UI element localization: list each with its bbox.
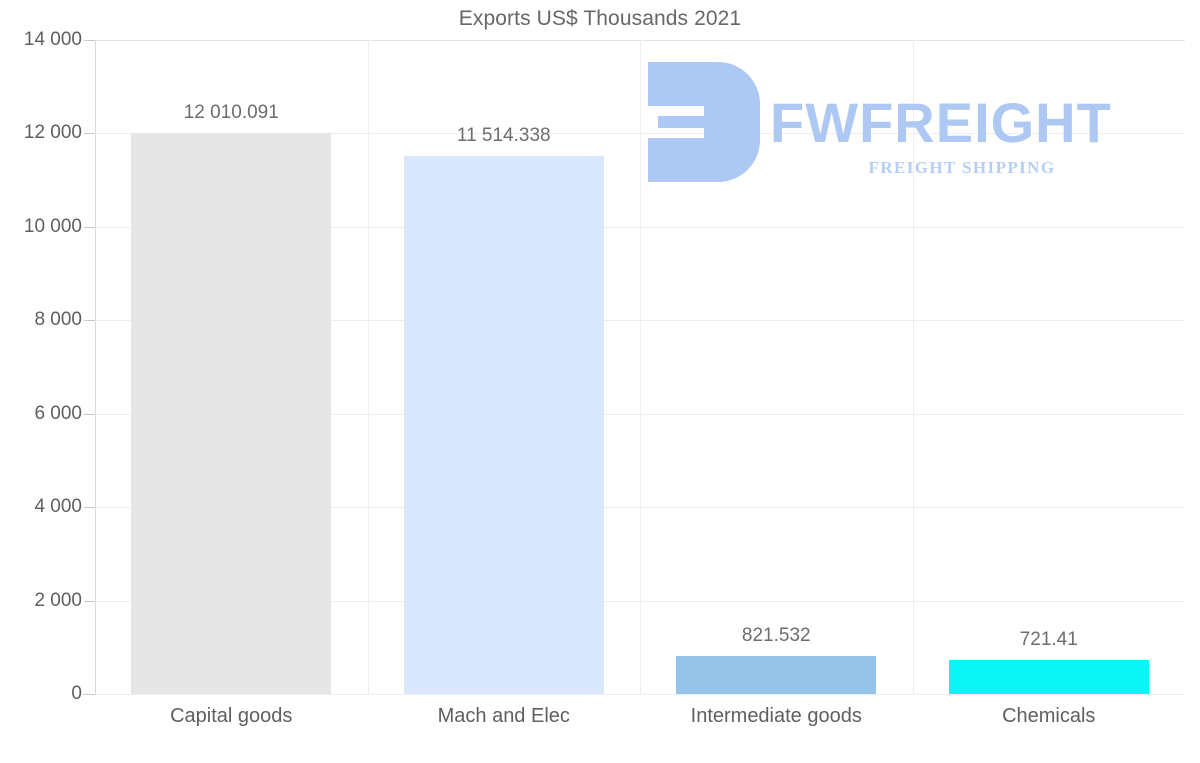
- y-axis-tick-label: 12 000: [23, 122, 82, 144]
- bar[interactable]: [131, 132, 332, 694]
- x-axis-tick-label: Mach and Elec: [437, 705, 570, 727]
- y-axis-tick-label: 0: [71, 683, 82, 704]
- x-axis-tick-label: Capital goods: [170, 705, 293, 727]
- bar-value-label: 821.532: [741, 624, 811, 646]
- bar[interactable]: [676, 655, 877, 694]
- x-axis-tick-label: Chemicals: [1002, 705, 1096, 727]
- gridline-vertical: [368, 40, 369, 694]
- y-axis-tick-mark: [84, 694, 95, 695]
- plot-area: 12 010.091 11 514.338 821.532 721.41: [95, 40, 1185, 695]
- x-axis-tick-label: Intermediate goods: [690, 705, 862, 727]
- y-axis-tick-mark: [84, 226, 95, 228]
- bar-value-label: 721.41: [1019, 629, 1078, 651]
- bar[interactable]: [948, 660, 1149, 694]
- bar[interactable]: [403, 156, 604, 694]
- y-axis-tick-mark: [84, 507, 95, 509]
- gridline-vertical: [913, 40, 914, 694]
- y-axis-tick-label: 8 000: [34, 309, 82, 331]
- y-axis-tick-label: 6 000: [34, 402, 82, 424]
- y-axis-tick-mark: [84, 133, 95, 135]
- y-axis-tick-mark: [84, 320, 95, 322]
- y-axis-tick-mark: [84, 600, 95, 602]
- y-axis-tick-mark: [84, 413, 95, 415]
- y-axis-line: [95, 40, 96, 695]
- bar-value-label: 11 514.338: [456, 125, 551, 147]
- chart-title: Exports US$ Thousands 2021: [458, 7, 742, 30]
- y-axis-tick-mark: [84, 40, 95, 41]
- y-axis-tick-label: 14 000: [23, 29, 82, 50]
- y-axis-tick-label: 2 000: [34, 589, 82, 611]
- y-axis-tick-label: 4 000: [34, 496, 82, 518]
- gridline-vertical: [640, 40, 641, 694]
- gridline-horizontal: [95, 694, 1185, 695]
- bar-value-label: 12 010.091: [183, 101, 279, 123]
- y-axis-tick-label: 10 000: [23, 215, 82, 237]
